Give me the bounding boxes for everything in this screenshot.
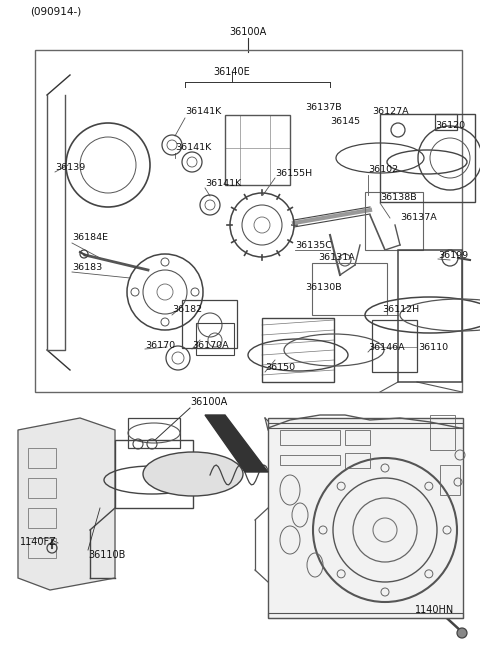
- Text: 36100A: 36100A: [229, 27, 266, 37]
- Bar: [35, 50, 462, 392]
- Bar: [312, 263, 387, 315]
- Bar: [128, 418, 180, 448]
- Text: 36150: 36150: [265, 364, 295, 373]
- Bar: [365, 192, 423, 250]
- Bar: [440, 465, 460, 495]
- Bar: [182, 300, 237, 348]
- Text: 36155H: 36155H: [275, 168, 312, 178]
- Bar: [28, 538, 56, 558]
- Text: 36141K: 36141K: [175, 143, 211, 153]
- Text: 36131A: 36131A: [318, 253, 355, 263]
- Text: 36130B: 36130B: [305, 284, 342, 293]
- Bar: [28, 508, 56, 528]
- Text: 36146A: 36146A: [368, 343, 405, 352]
- Bar: [280, 455, 340, 465]
- Text: 36102: 36102: [368, 166, 398, 174]
- Text: 36141K: 36141K: [185, 107, 221, 117]
- Text: (090914-): (090914-): [30, 7, 81, 17]
- Text: 36170: 36170: [145, 341, 175, 350]
- Circle shape: [457, 628, 467, 638]
- Text: 36140E: 36140E: [214, 67, 251, 77]
- Bar: [28, 448, 56, 468]
- Bar: [268, 613, 463, 618]
- Polygon shape: [18, 418, 115, 590]
- Text: 36135C: 36135C: [295, 240, 332, 250]
- Bar: [430, 415, 455, 450]
- Text: 36145: 36145: [330, 117, 360, 126]
- Bar: [280, 430, 340, 445]
- Text: 36110: 36110: [418, 343, 448, 352]
- Text: 36182: 36182: [172, 305, 202, 314]
- Bar: [345, 453, 370, 468]
- Text: 1140HN: 1140HN: [415, 605, 454, 615]
- Bar: [380, 114, 475, 202]
- Bar: [196, 323, 234, 355]
- Text: 36112H: 36112H: [382, 305, 419, 314]
- Bar: [398, 250, 462, 382]
- Bar: [28, 478, 56, 498]
- Bar: [268, 423, 463, 428]
- Text: 36199: 36199: [438, 250, 468, 259]
- Text: 36100A: 36100A: [190, 397, 227, 407]
- Bar: [262, 318, 334, 382]
- Text: 36184E: 36184E: [72, 233, 108, 242]
- Text: 36183: 36183: [72, 263, 102, 272]
- Bar: [225, 115, 290, 185]
- Bar: [435, 114, 457, 130]
- Bar: [345, 430, 370, 445]
- Text: 36138B: 36138B: [380, 193, 417, 202]
- Text: 36141K: 36141K: [205, 179, 241, 187]
- Bar: [268, 418, 463, 618]
- Polygon shape: [205, 415, 268, 472]
- Bar: [372, 320, 417, 372]
- Ellipse shape: [143, 452, 243, 496]
- Text: 36120: 36120: [435, 121, 465, 130]
- Text: 1140FZ: 1140FZ: [20, 537, 57, 547]
- Text: 36170A: 36170A: [192, 341, 228, 350]
- Bar: [115, 440, 193, 508]
- Text: 36110B: 36110B: [88, 550, 125, 560]
- Text: 36127A: 36127A: [372, 107, 408, 117]
- Text: 36137A: 36137A: [400, 214, 437, 223]
- Text: 36137B: 36137B: [305, 103, 342, 113]
- Text: 36139: 36139: [55, 164, 85, 172]
